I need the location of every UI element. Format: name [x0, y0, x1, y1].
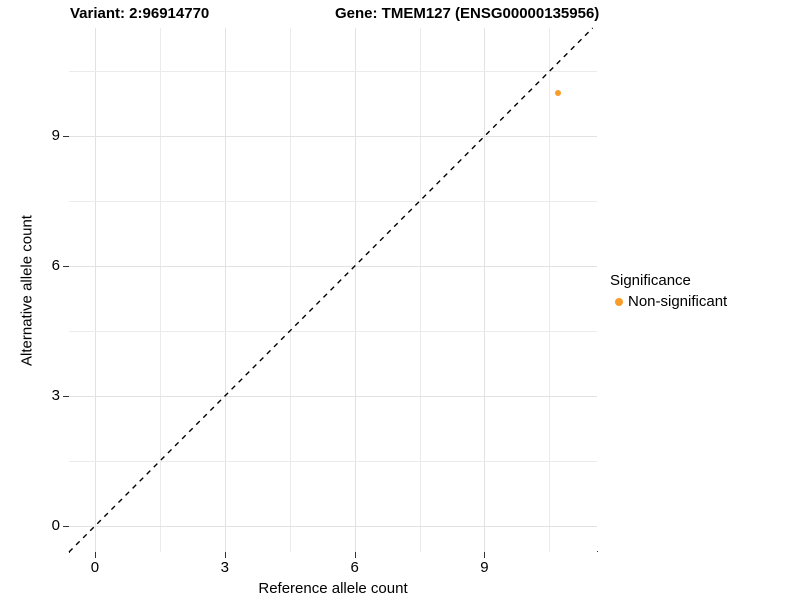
x-axis-tick: [354, 552, 356, 558]
gridline-vertical: [484, 28, 486, 552]
gridline-horizontal: [69, 396, 597, 398]
y-axis-tick-label: 3: [51, 387, 60, 405]
legend: Significance Non-significant: [610, 272, 790, 311]
plot-overlay: [68, 27, 594, 553]
data-point[interactable]: [555, 89, 562, 96]
gridline-vertical: [159, 28, 161, 552]
gridline-horizontal: [69, 71, 597, 73]
circle-icon: [615, 298, 623, 306]
x-axis-label: Reference allele count: [258, 580, 408, 597]
legend-key: [610, 298, 628, 306]
legend-label: Non-significant: [628, 293, 728, 310]
x-axis-tick-label: 0: [90, 559, 100, 576]
x-axis-tick: [94, 552, 96, 558]
gridline-vertical: [419, 28, 421, 552]
gridline-horizontal: [69, 526, 597, 528]
y-axis-label: Alternative allele count: [18, 215, 36, 366]
gridline-horizontal: [69, 136, 597, 138]
gridline-vertical: [354, 28, 356, 552]
y-axis-tick: [63, 136, 69, 138]
x-axis-tick: [484, 552, 486, 558]
gridline-horizontal: [69, 461, 597, 463]
y-axis-tick-label: 9: [51, 127, 60, 145]
gridline-horizontal: [69, 266, 597, 268]
legend-entry[interactable]: Non-significant: [610, 293, 790, 311]
x-axis-tick-label: 6: [350, 559, 359, 576]
y-axis-tick-label: 6: [51, 257, 60, 275]
gridline-vertical: [94, 28, 96, 552]
legend-entries: Non-significant: [610, 293, 790, 311]
chart-title-row: Variant: 2:96914770 Gene: TMEM127 (ENSG0…: [69, 2, 600, 26]
gridline-horizontal: [69, 331, 597, 333]
gridline-horizontal: [69, 201, 597, 203]
gridline-vertical: [224, 28, 226, 552]
y-axis-tick: [63, 396, 69, 398]
identity-reference-line: [68, 27, 594, 553]
y-axis-tick: [63, 266, 69, 268]
x-axis-tick-label: 9: [480, 559, 489, 576]
y-axis-tick-label: 0: [51, 517, 60, 535]
variant-title: Variant: 2:96914770: [70, 5, 210, 22]
gridline-vertical: [549, 28, 551, 552]
x-axis-tick: [224, 552, 226, 558]
gene-title: Gene: TMEM127 (ENSG00000135956): [335, 5, 600, 22]
legend-title: Significance: [610, 272, 691, 289]
x-axis-tick-label: 3: [220, 559, 229, 576]
gridline-vertical: [289, 28, 291, 552]
y-axis-tick: [63, 526, 69, 528]
plot-panel: [68, 27, 597, 553]
